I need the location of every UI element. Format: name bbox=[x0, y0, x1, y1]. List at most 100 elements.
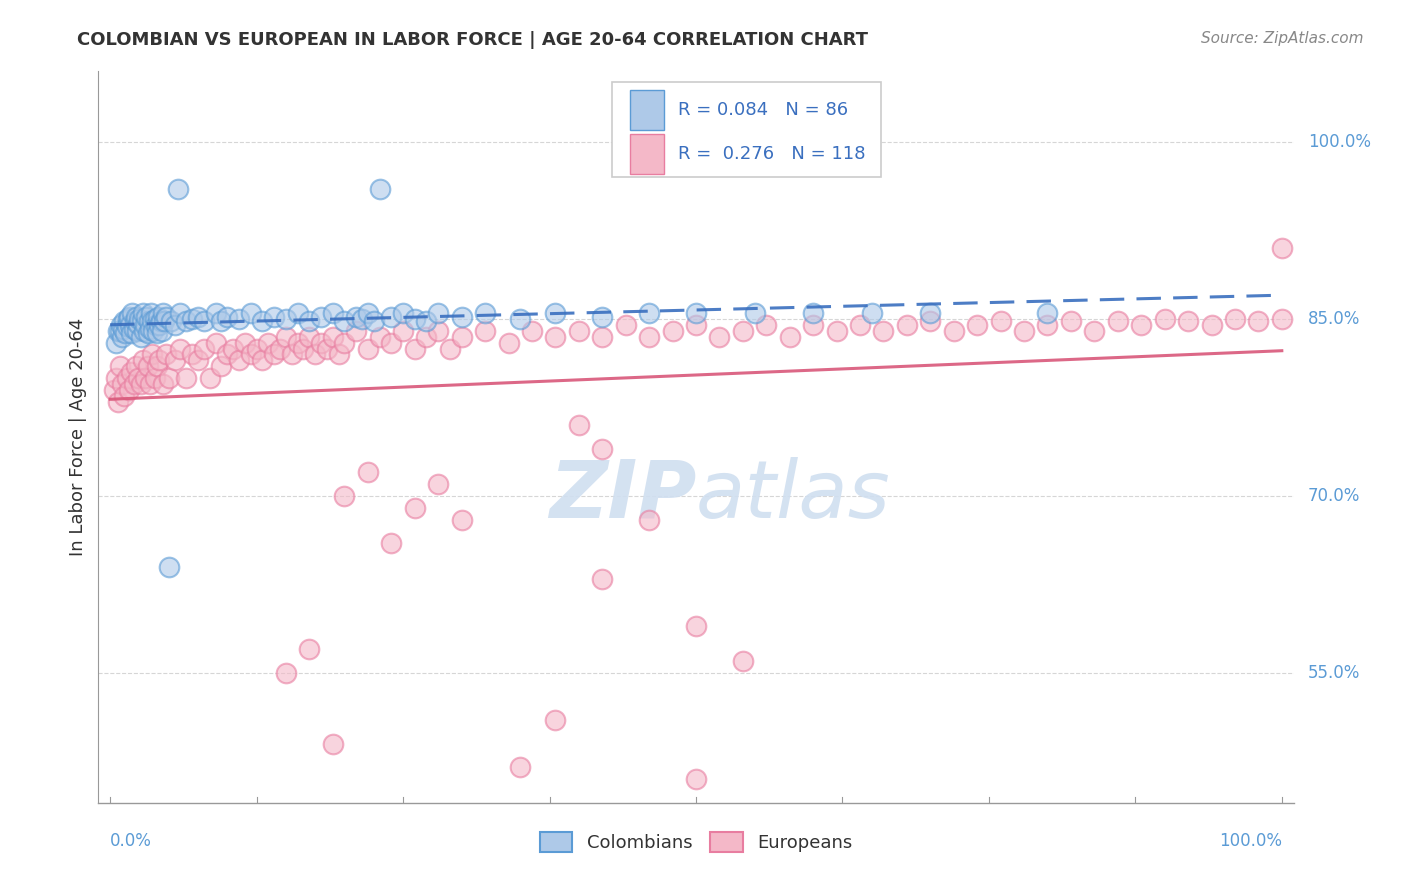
Point bbox=[368, 182, 391, 196]
Point bbox=[174, 314, 197, 328]
Text: 100.0%: 100.0% bbox=[1219, 832, 1282, 850]
Point bbox=[352, 312, 374, 326]
Point bbox=[169, 342, 191, 356]
Point bbox=[380, 310, 402, 324]
Point bbox=[125, 359, 148, 374]
Point bbox=[148, 310, 170, 324]
Point bbox=[263, 347, 285, 361]
Point bbox=[155, 310, 177, 324]
Point bbox=[591, 310, 613, 324]
Point bbox=[193, 342, 215, 356]
Point bbox=[118, 383, 141, 397]
Point bbox=[849, 318, 872, 332]
Point bbox=[1177, 314, 1199, 328]
Point bbox=[152, 376, 174, 391]
Point bbox=[114, 326, 136, 341]
Point bbox=[1201, 318, 1223, 332]
Point bbox=[638, 330, 661, 344]
Point bbox=[136, 359, 159, 374]
Point bbox=[1060, 314, 1083, 328]
Text: Source: ZipAtlas.com: Source: ZipAtlas.com bbox=[1201, 31, 1364, 46]
FancyBboxPatch shape bbox=[630, 90, 664, 130]
FancyBboxPatch shape bbox=[613, 82, 882, 178]
Point bbox=[1153, 312, 1175, 326]
Point bbox=[108, 359, 131, 374]
Point bbox=[174, 371, 197, 385]
Point bbox=[122, 321, 145, 335]
Point bbox=[322, 330, 344, 344]
Point bbox=[591, 442, 613, 456]
Point bbox=[427, 324, 450, 338]
Point bbox=[685, 318, 707, 332]
Point bbox=[110, 318, 132, 332]
Point bbox=[198, 371, 221, 385]
Point bbox=[309, 310, 332, 324]
Text: 55.0%: 55.0% bbox=[1308, 664, 1360, 682]
Point bbox=[860, 306, 883, 320]
Point bbox=[107, 324, 129, 338]
Point bbox=[368, 330, 391, 344]
Point bbox=[136, 326, 159, 341]
Point bbox=[990, 314, 1012, 328]
Point bbox=[292, 342, 315, 356]
Point bbox=[920, 314, 942, 328]
Point bbox=[322, 737, 344, 751]
Point bbox=[193, 314, 215, 328]
Point bbox=[135, 310, 157, 324]
Point bbox=[128, 312, 150, 326]
Point bbox=[103, 383, 125, 397]
Point bbox=[157, 559, 180, 574]
Point bbox=[139, 376, 162, 391]
Point bbox=[344, 324, 367, 338]
Point bbox=[145, 318, 167, 332]
Point bbox=[1036, 318, 1059, 332]
Point bbox=[709, 330, 731, 344]
Point bbox=[150, 324, 173, 338]
Point bbox=[217, 310, 239, 324]
Point bbox=[132, 306, 155, 320]
Point bbox=[155, 347, 177, 361]
Point bbox=[120, 326, 142, 341]
Point bbox=[157, 371, 180, 385]
Point bbox=[1223, 312, 1246, 326]
Point bbox=[614, 318, 637, 332]
Point bbox=[731, 324, 754, 338]
Legend: Colombians, Europeans: Colombians, Europeans bbox=[533, 824, 859, 860]
Point bbox=[298, 642, 321, 657]
Point bbox=[129, 330, 152, 344]
FancyBboxPatch shape bbox=[630, 134, 664, 174]
Point bbox=[167, 182, 190, 196]
Point bbox=[105, 371, 128, 385]
Point bbox=[204, 306, 226, 320]
Point bbox=[246, 342, 269, 356]
Point bbox=[520, 324, 543, 338]
Point bbox=[211, 314, 233, 328]
Point bbox=[1036, 306, 1059, 320]
Point bbox=[127, 317, 149, 331]
Point bbox=[779, 330, 801, 344]
Point bbox=[152, 306, 174, 320]
Point bbox=[134, 318, 156, 332]
Point bbox=[544, 330, 567, 344]
Point bbox=[1083, 324, 1105, 338]
Point bbox=[685, 619, 707, 633]
Point bbox=[146, 326, 169, 341]
Point bbox=[439, 342, 461, 356]
Point bbox=[801, 318, 824, 332]
Point bbox=[139, 321, 162, 335]
Point bbox=[1107, 314, 1129, 328]
Point bbox=[233, 335, 256, 350]
Point bbox=[142, 324, 165, 338]
Text: 85.0%: 85.0% bbox=[1308, 310, 1360, 328]
Point bbox=[568, 418, 591, 433]
Point bbox=[132, 353, 155, 368]
Point bbox=[591, 572, 613, 586]
Point bbox=[163, 318, 186, 332]
Point bbox=[121, 306, 143, 320]
Point bbox=[281, 347, 304, 361]
Point bbox=[380, 536, 402, 550]
Point bbox=[744, 306, 766, 320]
Point bbox=[263, 310, 285, 324]
Point bbox=[112, 314, 135, 328]
Point bbox=[872, 324, 894, 338]
